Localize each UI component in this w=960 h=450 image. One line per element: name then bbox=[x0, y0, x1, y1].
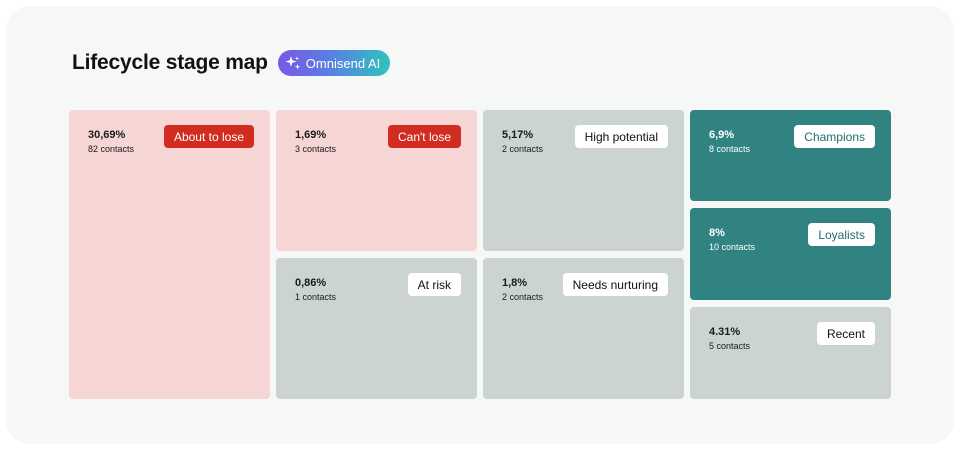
stage-tile-at-risk[interactable]: 0,86% 1 contacts At risk bbox=[276, 258, 477, 399]
stage-tag-champions[interactable]: Champions bbox=[794, 125, 875, 148]
stage-stats: 5,17% 2 contacts bbox=[502, 129, 543, 155]
stage-tag-needs-nurturing[interactable]: Needs nurturing bbox=[562, 273, 668, 296]
stage-contacts: 8 contacts bbox=[709, 144, 751, 154]
stage-tag-at-risk[interactable]: At risk bbox=[407, 273, 461, 296]
stage-percent: 0,86% bbox=[295, 277, 327, 289]
stage-tile-high-potential[interactable]: 5,17% 2 contacts High potential bbox=[483, 110, 684, 251]
stage-tag-recent[interactable]: Recent bbox=[816, 322, 875, 345]
stage-percent: 5,17% bbox=[502, 129, 534, 141]
stage-tile-needs-nurturing[interactable]: 1,8% 2 contacts Needs nurturing bbox=[483, 258, 684, 399]
stage-percent: 30,69% bbox=[88, 129, 126, 141]
page-title: Lifecycle stage map bbox=[72, 51, 268, 74]
stage-contacts: 2 contacts bbox=[502, 144, 544, 154]
page-header: Lifecycle stage map Omnisend AI bbox=[72, 50, 391, 76]
stage-tag-loyalists[interactable]: Loyalists bbox=[808, 223, 875, 246]
stage-stats: 1,8% 2 contacts bbox=[502, 277, 543, 303]
stage-tile-about-to-lose[interactable]: 30,69% 82 contacts About to lose bbox=[69, 110, 270, 399]
stage-stats: 1,69% 3 contacts bbox=[295, 129, 336, 155]
stage-stats: 30,69% 82 contacts bbox=[88, 129, 134, 155]
stage-tag-high-potential[interactable]: High potential bbox=[574, 125, 668, 148]
ai-badge-label: Omnisend AI bbox=[305, 55, 381, 71]
stage-percent: 4.31% bbox=[709, 326, 741, 338]
stage-tile-recent[interactable]: 4.31% 5 contacts Recent bbox=[690, 307, 891, 399]
sparkle-icon bbox=[285, 56, 300, 70]
stage-percent: 6,9% bbox=[709, 129, 735, 141]
stage-tag-cant-lose[interactable]: Can't lose bbox=[388, 125, 461, 148]
stage-contacts: 1 contacts bbox=[295, 292, 337, 302]
stage-contacts: 10 contacts bbox=[709, 242, 756, 252]
stage-stats: 6,9% 8 contacts bbox=[709, 129, 750, 155]
stage-contacts: 82 contacts bbox=[88, 144, 135, 154]
stage-percent: 1,8% bbox=[502, 277, 528, 289]
stage-tag-about-to-lose[interactable]: About to lose bbox=[163, 125, 254, 148]
stage-contacts: 2 contacts bbox=[502, 292, 544, 302]
stage-stats: 8% 10 contacts bbox=[709, 227, 755, 253]
stage-tile-champions[interactable]: 6,9% 8 contacts Champions bbox=[690, 110, 891, 201]
stage-percent: 1,69% bbox=[295, 129, 327, 141]
stage-stats: 0,86% 1 contacts bbox=[295, 277, 336, 303]
stage-stats: 4.31% 5 contacts bbox=[709, 326, 750, 352]
stage-contacts: 3 contacts bbox=[295, 144, 337, 154]
omnisend-ai-badge[interactable]: Omnisend AI bbox=[277, 50, 391, 76]
stage-tile-loyalists[interactable]: 8% 10 contacts Loyalists bbox=[690, 208, 891, 300]
stage-percent: 8% bbox=[709, 227, 725, 239]
stage-contacts: 5 contacts bbox=[709, 341, 751, 351]
stage-tile-cant-lose[interactable]: 1,69% 3 contacts Can't lose bbox=[276, 110, 477, 251]
